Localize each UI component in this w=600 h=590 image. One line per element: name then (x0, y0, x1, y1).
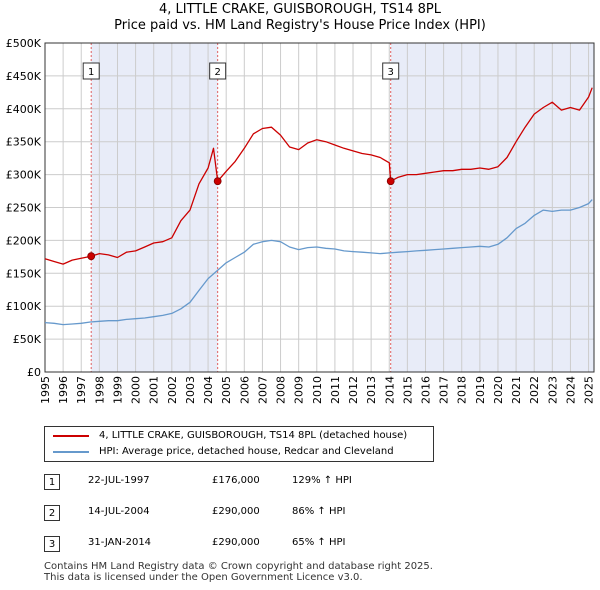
y-tick-label: £200K (6, 234, 42, 247)
legend-swatch-property (53, 435, 89, 437)
x-tick-label: 2005 (220, 376, 233, 404)
y-tick-label: £50K (13, 333, 42, 346)
sale-number-badge: 2 (44, 505, 60, 521)
x-tick-label: 2004 (202, 376, 215, 404)
y-tick-label: £400K (6, 103, 42, 116)
y-tick-label: £350K (6, 136, 42, 149)
y-tick-label: £450K (6, 70, 42, 83)
footer-line-1: Contains HM Land Registry data © Crown c… (44, 561, 433, 572)
sale-row: 3 31-JAN-2014 £290,000 65% ↑ HPI (44, 534, 404, 556)
sale-point (386, 177, 395, 186)
sale-date: 31-JAN-2014 (88, 537, 152, 548)
x-tick-label: 1998 (93, 376, 106, 404)
x-tick-label: 2015 (401, 376, 414, 404)
x-tick-label: 2019 (474, 376, 487, 404)
sale-price: £176,000 (212, 475, 260, 486)
x-tick-label: 2011 (329, 376, 342, 404)
x-tick-label: 2013 (365, 376, 378, 404)
footer-copyright: Contains HM Land Registry data © Crown c… (44, 561, 433, 583)
x-tick-label: 2002 (166, 376, 179, 404)
sale-row: 1 22-JUL-1997 £176,000 129% ↑ HPI (44, 472, 404, 494)
sale-price: £290,000 (212, 506, 260, 517)
x-tick-label: 2000 (130, 376, 143, 404)
chart-title: 4, LITTLE CRAKE, GUISBOROUGH, TS14 8PL (158, 2, 442, 17)
series-line-hpi (44, 199, 593, 326)
legend-swatch-hpi (53, 451, 89, 453)
sale-number-badge: 3 (44, 536, 60, 552)
x-tick-label: 2007 (256, 376, 269, 404)
x-tick-label: 2023 (546, 376, 559, 404)
x-tick-label: 2017 (438, 376, 451, 404)
sale-marker-box (209, 62, 227, 80)
x-tick-label: 2009 (293, 376, 306, 404)
sale-point (213, 177, 222, 186)
x-tick-label: 1996 (57, 376, 70, 404)
y-tick-label: £500K (6, 37, 42, 50)
x-tick-label: 2025 (583, 376, 596, 404)
sale-hpi-change: 65% ↑ HPI (292, 537, 346, 548)
series-line-property (44, 87, 593, 265)
sale-point (87, 252, 96, 261)
sale-price: £290,000 (212, 537, 260, 548)
sale-number-badge: 1 (44, 474, 60, 490)
y-tick-label: £250K (6, 202, 42, 215)
y-tick-label: £300K (6, 169, 42, 182)
chart-subtitle: Price paid vs. HM Land Registry's House … (114, 18, 486, 33)
x-tick-label: 2003 (184, 376, 197, 404)
x-tick-label: 2001 (148, 376, 161, 404)
sale-date: 22-JUL-1997 (88, 475, 150, 486)
x-tick-label: 2006 (238, 376, 251, 404)
sale-marker-box (382, 62, 400, 80)
x-tick-label: 2022 (528, 376, 541, 404)
sale-date: 14-JUL-2004 (88, 506, 150, 517)
x-tick-label: 1999 (111, 376, 124, 404)
y-tick-label: £100K (6, 300, 42, 313)
x-tick-label: 2020 (492, 376, 505, 404)
x-tick-label: 2010 (311, 376, 324, 404)
chart-legend: 4, LITTLE CRAKE, GUISBOROUGH, TS14 8PL (… (44, 426, 434, 462)
sale-row: 2 14-JUL-2004 £290,000 86% ↑ HPI (44, 503, 404, 525)
x-tick-label: 2016 (419, 376, 432, 404)
footer-line-2: This data is licensed under the Open Gov… (44, 572, 363, 583)
x-tick-label: 2008 (275, 376, 288, 404)
x-tick-label: 2014 (383, 376, 396, 404)
sale-hpi-change: 129% ↑ HPI (292, 475, 352, 486)
legend-label-property: 4, LITTLE CRAKE, GUISBOROUGH, TS14 8PL (… (99, 430, 408, 441)
sale-marker-label: 1 (88, 67, 94, 78)
y-tick-label: £0 (27, 366, 41, 379)
sale-marker-box (82, 62, 100, 80)
sale-hpi-change: 86% ↑ HPI (292, 506, 346, 517)
x-tick-label: 2024 (564, 376, 577, 404)
x-tick-label: 2012 (347, 376, 360, 404)
x-tick-label: 1997 (75, 376, 88, 404)
x-tick-label: 2018 (456, 376, 469, 404)
legend-label-hpi: HPI: Average price, detached house, Redc… (99, 446, 394, 457)
price-chart: 1 2 3 £0 £50K £100K £150K £200K £250K £300K £350K £… (6, 37, 596, 404)
y-tick-label: £150K (6, 267, 42, 280)
x-tick-label: 2021 (510, 376, 523, 404)
x-tick-label: 1995 (39, 376, 52, 404)
plot-frame (44, 42, 595, 373)
sale-marker-label: 3 (388, 67, 394, 78)
sale-marker-label: 2 (214, 67, 220, 78)
